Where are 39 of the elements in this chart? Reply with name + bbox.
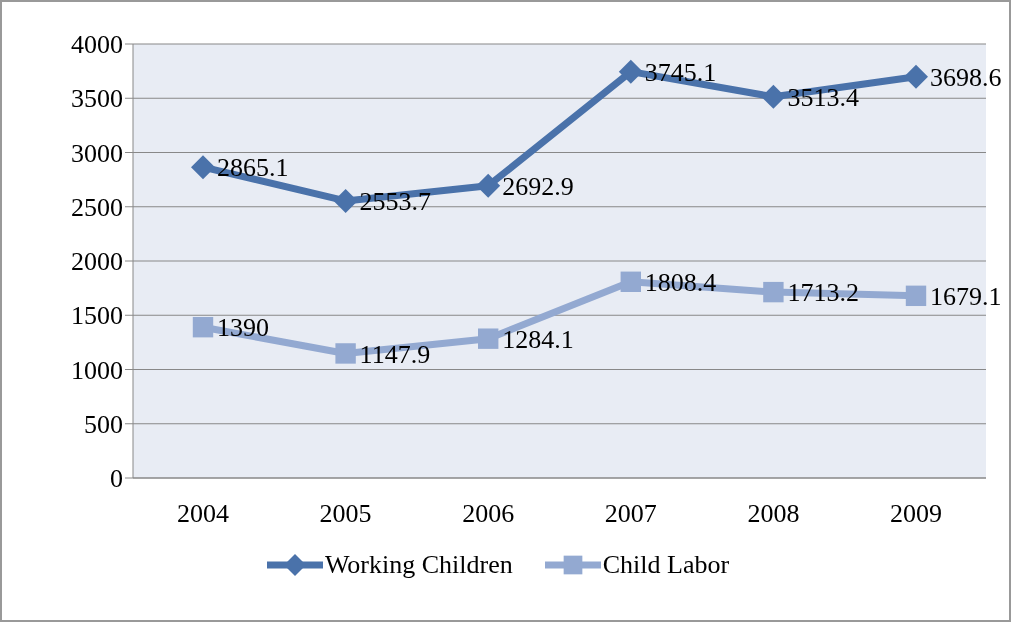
data-label: 3513.4 <box>787 83 859 113</box>
point <box>192 316 214 338</box>
point <box>478 328 499 349</box>
y-tick-label: 4000 <box>71 30 123 60</box>
point <box>905 285 927 307</box>
legend-label: Working Children <box>324 550 513 580</box>
y-tick-label: 2500 <box>71 192 123 222</box>
y-tick-label: 3000 <box>71 138 123 168</box>
x-tick-label: 2008 <box>747 499 800 529</box>
point <box>333 188 358 213</box>
y-tick-label: 500 <box>84 409 123 439</box>
point <box>618 59 643 84</box>
x-tick-label: 2009 <box>890 499 942 529</box>
y-tick-label: 1500 <box>71 301 123 331</box>
y-tick-label: 0 <box>110 464 123 494</box>
point <box>476 173 501 198</box>
point <box>761 84 786 109</box>
data-label: 1147.9 <box>359 339 431 369</box>
point <box>763 281 784 303</box>
data-label: 3698.6 <box>930 62 1002 92</box>
data-label: 1679.1 <box>930 282 1002 312</box>
data-label: 1390 <box>217 313 269 343</box>
x-tick-label: 2005 <box>319 499 372 529</box>
point <box>335 343 356 364</box>
x-tick-label: 2007 <box>604 499 657 529</box>
data-label: 1808.4 <box>644 268 717 298</box>
data-label: 2692.9 <box>502 172 574 202</box>
data-label: 1713.2 <box>787 278 859 308</box>
data-label: 1284.1 <box>502 324 574 354</box>
y-tick-label: 2000 <box>71 247 123 277</box>
point <box>620 271 641 292</box>
x-tick-label: 2006 <box>462 499 515 529</box>
y-tick-label: 1000 <box>71 355 123 385</box>
x-tick-label: 2004 <box>177 499 229 529</box>
point <box>191 155 215 180</box>
y-tick-label: 3500 <box>71 84 123 114</box>
legend-label: Child Labor <box>602 550 730 580</box>
point <box>904 64 928 89</box>
data-label: 2865.1 <box>217 153 289 183</box>
